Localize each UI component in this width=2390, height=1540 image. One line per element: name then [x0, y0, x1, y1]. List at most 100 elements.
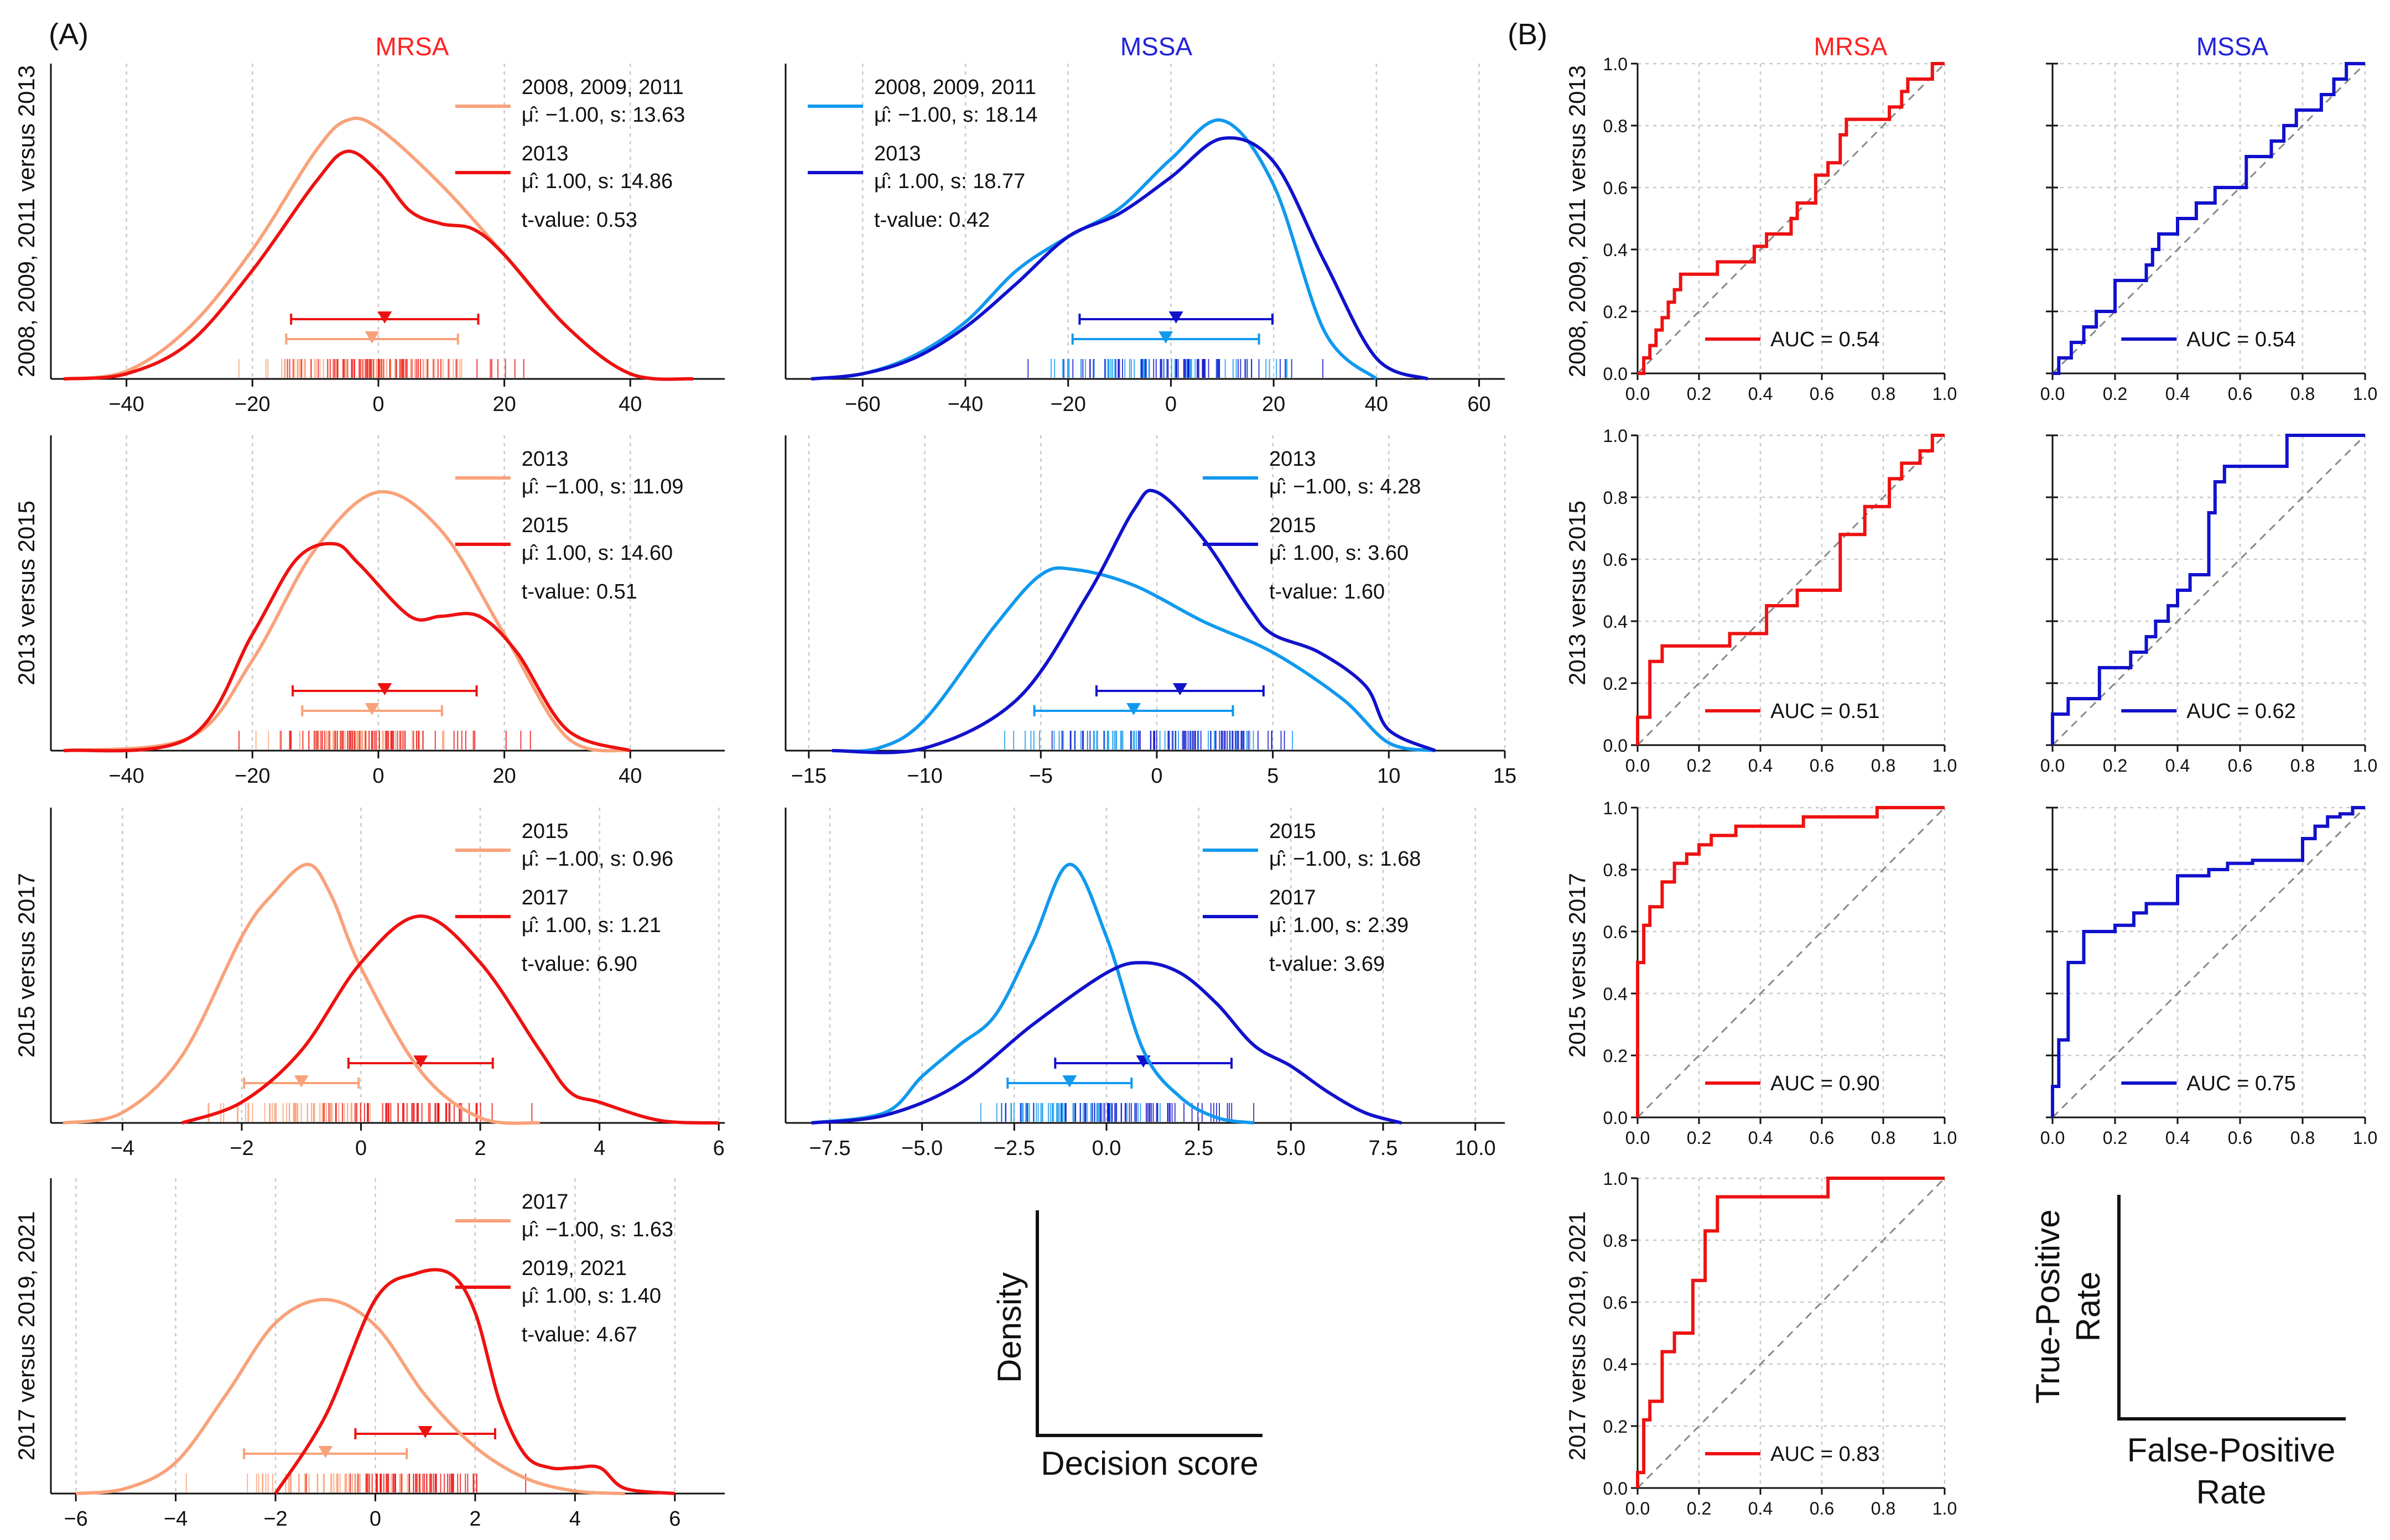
- density-curve-comparison: [832, 488, 1436, 755]
- y-tick-label: 0.8: [1603, 116, 1628, 136]
- chance-diagonal: [1636, 1177, 1946, 1489]
- legend-series-name: 2019, 2021: [522, 1257, 627, 1280]
- roc-mrsa-row1: 0.00.0 0.2 0.2 0.4 0.4 0.6 0.6 0.8 0.8 1.0 1.0 AUC …: [1603, 54, 1957, 404]
- x-tick-label: 0.0: [1625, 384, 1650, 404]
- mean-marker: [1062, 1075, 1077, 1088]
- x-tick-label: −4: [164, 1507, 188, 1531]
- y-tick-label: 0.6: [1603, 550, 1628, 570]
- legend-series-name: 2015: [1269, 514, 1316, 537]
- roc-mrsa-row2: 0.00.0 0.2 0.2 0.4 0.4 0.6 0.6 0.8 0.8 1.0 1.0 AUC …: [1603, 426, 1957, 776]
- roc-curve: [1638, 62, 1945, 375]
- roc-curve: [2051, 434, 2365, 745]
- mean-marker: [377, 683, 392, 695]
- x-tick-label: 0.8: [1871, 384, 1895, 404]
- chance-diagonal: [1636, 434, 1946, 746]
- legend-series-stats: μ̂: 1.00, s: 1.21: [522, 914, 661, 937]
- density-curve-comparison: [181, 914, 719, 1125]
- x-tick-label: 0.8: [2290, 384, 2315, 404]
- y-tick-label: 0.6: [1603, 922, 1628, 942]
- x-tick-label: 0.8: [2290, 756, 2315, 776]
- row-label-a-1: 2013 versus 2015: [13, 501, 39, 685]
- x-tick-label: 0.6: [2228, 1128, 2252, 1148]
- legend-series-stats: μ̂: −1.00, s: 1.63: [522, 1218, 673, 1241]
- density-mrsa-row2: −40 −20 0 20 40 2013 μ̂: −1.00, s: 11.09 2015 μ̂…: [50, 435, 725, 788]
- legend-series-name: 2017: [522, 886, 569, 909]
- x-tick-label: 0: [370, 1507, 381, 1531]
- density-curve-reference: [811, 118, 1378, 381]
- x-tick-label: −2: [230, 1137, 253, 1160]
- y-tick-label: 1.0: [1603, 426, 1628, 446]
- x-tick-label: 0.2: [2103, 384, 2127, 404]
- legend-t-value: t-value: 0.51: [522, 580, 637, 603]
- x-tick-label: 0.4: [1748, 384, 1773, 404]
- x-tick-label: 6: [713, 1137, 725, 1160]
- x-tick-label: 0: [1151, 764, 1162, 788]
- density-key-xlabel: Decision score: [1041, 1445, 1259, 1482]
- x-tick-label: 0.8: [1871, 1499, 1895, 1518]
- auc-label: AUC = 0.54: [1770, 328, 1880, 351]
- legend-series-stats: μ̂: 1.00, s: 14.60: [522, 542, 673, 565]
- x-tick-label: 7.5: [1369, 1137, 1398, 1160]
- mean-marker: [365, 331, 380, 344]
- x-tick-label: 5.0: [1276, 1137, 1306, 1160]
- mean-marker: [377, 311, 392, 324]
- y-tick-label: 0.8: [1603, 860, 1628, 880]
- roc-axis-key: True-Positive Rate False-Positive Rate: [2029, 1195, 2346, 1511]
- x-tick-label: −15: [791, 764, 827, 788]
- density-axis-key: Density Decision score: [991, 1210, 1262, 1482]
- row-label-b-0: 2008, 2009, 2011 versus 2013: [1564, 65, 1590, 377]
- panel-b-label: (B): [1508, 18, 1547, 51]
- x-tick-label: 0.0: [1625, 1128, 1650, 1148]
- x-tick-label: 60: [1467, 393, 1490, 416]
- y-tick-label: 1.0: [1603, 798, 1628, 818]
- x-tick-label: 0.4: [1748, 1499, 1773, 1518]
- chance-diagonal: [2051, 434, 2366, 746]
- auc-label: AUC = 0.90: [1770, 1072, 1880, 1095]
- roc-key-xlabel-line2: Rate: [2196, 1474, 2267, 1511]
- x-tick-label: 5: [1267, 764, 1279, 788]
- x-tick-label: 6: [669, 1507, 680, 1531]
- mean-marker: [1172, 683, 1187, 695]
- roc-key-ylabel-line2: Rate: [2070, 1272, 2107, 1342]
- x-tick-label: 0.4: [2165, 756, 2190, 776]
- x-tick-label: 20: [492, 393, 516, 416]
- density-curve-comparison: [811, 961, 1402, 1125]
- roc-key-xlabel-line1: False-Positive: [2127, 1432, 2336, 1469]
- legend-series-name: 2013: [522, 142, 569, 165]
- x-tick-label: 0.6: [1810, 1128, 1834, 1148]
- y-tick-label: 0.2: [1603, 674, 1628, 694]
- y-tick-label: 0.0: [1603, 1479, 1628, 1499]
- y-tick-label: 1.0: [1603, 1169, 1628, 1189]
- chance-diagonal: [1636, 807, 1946, 1118]
- x-tick-label: −10: [907, 764, 942, 788]
- density-curve-reference: [832, 566, 1436, 753]
- legend-series-stats: μ̂: 1.00, s: 3.60: [1269, 542, 1409, 565]
- density-mrsa-row3: −4 −2 0 2 4 6 2015 μ̂: −1.00, s: 0.96 2017 μ̂: 1.…: [50, 808, 725, 1160]
- x-tick-label: 4: [569, 1507, 581, 1531]
- legend-series-name: 2013: [1269, 448, 1316, 471]
- auc-label: AUC = 0.51: [1770, 700, 1880, 723]
- legend-series-stats: μ̂: 1.00, s: 1.40: [522, 1284, 661, 1308]
- x-tick-label: −5.0: [901, 1137, 943, 1160]
- y-tick-label: 0.0: [1603, 736, 1628, 756]
- x-tick-label: 0.8: [1871, 1128, 1895, 1148]
- x-tick-label: 2: [475, 1137, 486, 1160]
- legend-series-name: 2017: [522, 1190, 569, 1214]
- x-tick-label: −40: [108, 393, 144, 416]
- y-tick-label: 0.8: [1603, 488, 1628, 508]
- legend-series-stats: μ̂: −1.00, s: 18.14: [874, 103, 1037, 127]
- x-tick-label: 1.0: [2353, 756, 2377, 776]
- legend-series-stats: μ̂: −1.00, s: 11.09: [522, 475, 684, 498]
- column-title-2: MRSA: [1814, 32, 1888, 61]
- x-tick-label: 1.0: [1932, 1128, 1957, 1148]
- legend-series-stats: μ̂: −1.00, s: 4.28: [1269, 475, 1421, 498]
- x-tick-label: 0.6: [2228, 384, 2252, 404]
- panel-a-label: (A): [49, 18, 89, 51]
- x-tick-label: 0.6: [1810, 1499, 1834, 1518]
- legend-series-stats: μ̂: −1.00, s: 1.68: [1269, 847, 1421, 871]
- density-curve-reference: [811, 862, 1255, 1125]
- mean-marker: [1126, 703, 1141, 715]
- auc-label: AUC = 0.75: [2186, 1072, 2295, 1095]
- roc-curve: [1636, 1177, 1945, 1488]
- legend-series-stats: μ̂: −1.00, s: 13.63: [522, 103, 685, 127]
